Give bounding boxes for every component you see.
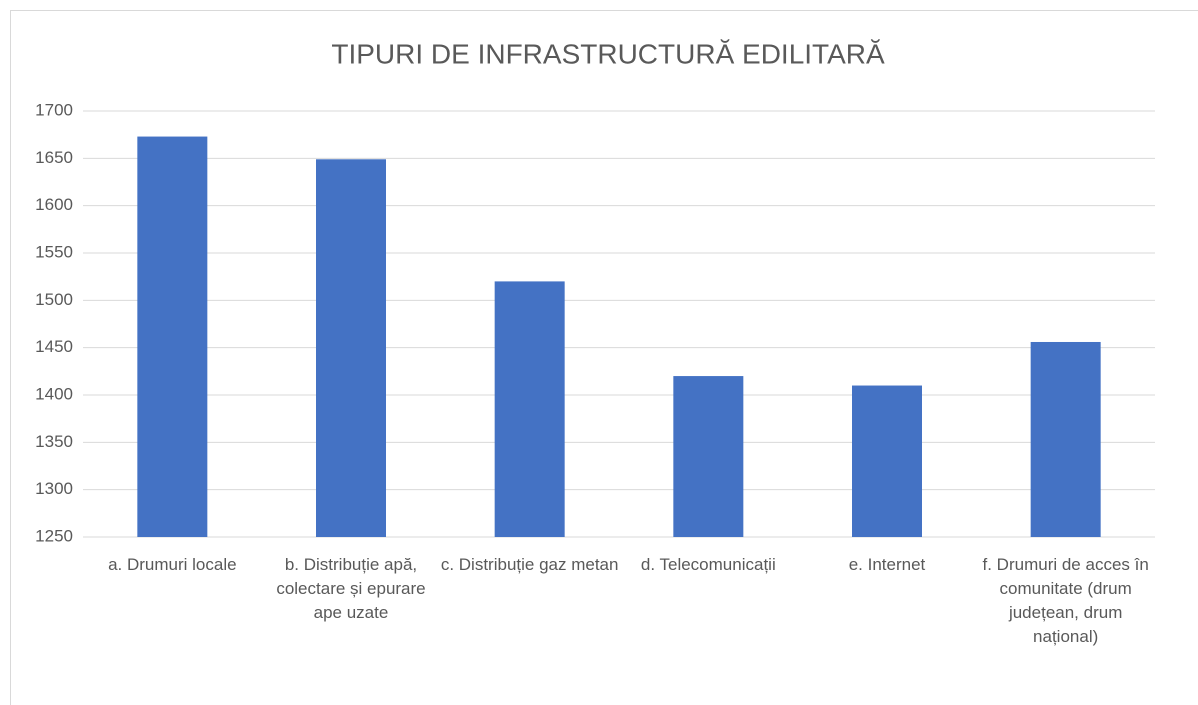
chart-title: TIPURI DE INFRASTRUCTURĂ EDILITARĂ [331, 38, 885, 69]
y-tick-label: 1400 [35, 384, 73, 403]
x-tick-label: e. Internet [848, 555, 926, 574]
y-tick-label: 1300 [35, 479, 73, 498]
bar [137, 136, 208, 537]
x-tick-label: b. Distribuție apă, colectare și epurare… [276, 555, 426, 622]
y-tick-label: 1250 [35, 526, 73, 545]
y-tick-label: 1650 [35, 148, 73, 167]
bar [673, 376, 744, 537]
y-tick-label: 1600 [35, 195, 73, 214]
bar [494, 281, 565, 537]
y-tick-label: 1550 [35, 242, 73, 261]
y-tick-label: 1500 [35, 290, 73, 309]
x-tick-label: a. Drumuri locale [108, 555, 237, 574]
y-tick-label: 1700 [35, 100, 73, 119]
chart-border [10, 10, 1198, 705]
x-tick-label: f. Drumuri de acces în comunitate (drum … [982, 555, 1149, 646]
bar [1030, 341, 1101, 537]
bar [852, 385, 922, 537]
x-tick-label: c. Distribuție gaz metan [440, 555, 619, 574]
bar [316, 159, 386, 537]
y-tick-label: 1450 [35, 337, 73, 356]
y-tick-label: 1350 [35, 432, 73, 451]
x-tick-label: d. Telecomunicații [640, 555, 776, 574]
